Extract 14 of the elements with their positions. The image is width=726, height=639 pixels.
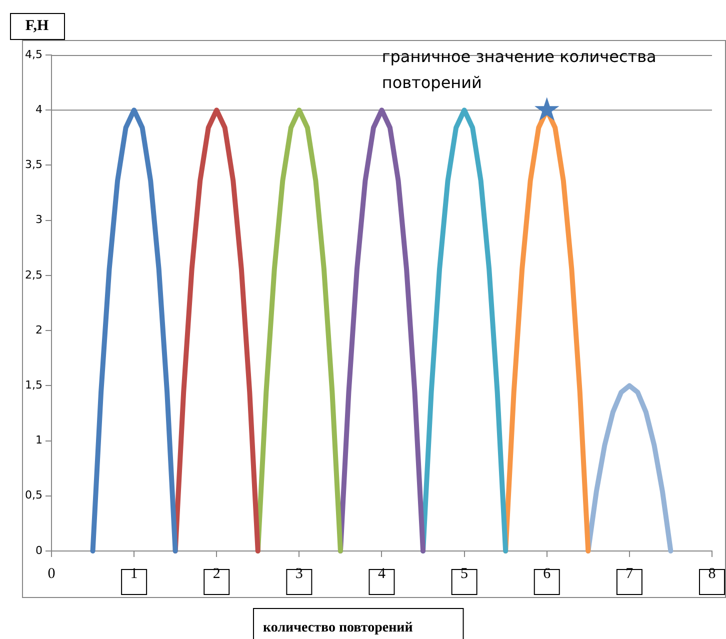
annotation: граничное значение количества повторений (382, 47, 656, 92)
y-tick-label: 1,5 (24, 378, 42, 392)
y-tick-label: 2,5 (24, 268, 42, 282)
y-tick-label: 4,5 (24, 48, 42, 61)
x-axis-title: количество повторений (263, 620, 413, 636)
y-tick-label: 0,5 (24, 488, 42, 502)
y-tick-label: 3 (35, 213, 42, 226)
y-tick-label: 0 (35, 544, 42, 557)
y-axis-title: F,H (25, 18, 49, 34)
y-tick-label: 3,5 (24, 158, 42, 172)
x-tick-label: 0 (48, 566, 56, 582)
y-tick-label: 1 (35, 434, 42, 447)
y-tick-label: 2 (35, 323, 42, 336)
y-tick-label: 4 (35, 102, 42, 116)
